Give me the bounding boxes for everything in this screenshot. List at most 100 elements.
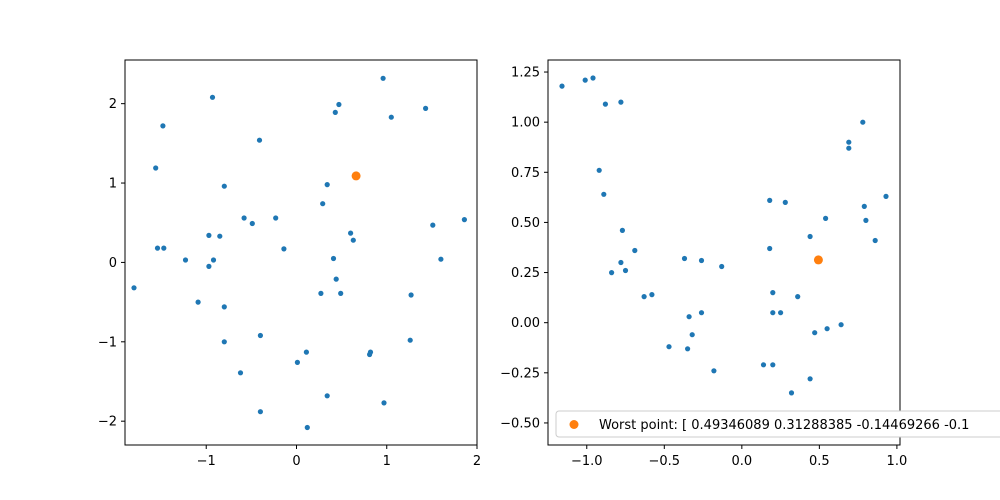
right-series-0-point-15 [698, 257, 705, 264]
right-series-0-point-25 [782, 199, 788, 205]
left-series-0-point-32 [338, 290, 344, 296]
right-series-0-point-8 [632, 247, 638, 254]
left-series-0-point-26 [206, 263, 212, 269]
right-series-0-point-29 [778, 310, 784, 316]
right-y-tick-label: 1.00 [511, 116, 540, 131]
left-series-0-point-5 [388, 114, 394, 120]
left-x-tick-label: 0 [292, 454, 300, 469]
right-series-0-point-2 [590, 75, 596, 81]
right-series-0-point-17 [686, 314, 692, 320]
left-series-0-point-2 [336, 101, 342, 108]
left-series-0-point-8 [153, 165, 159, 171]
right-series-0-point-20 [689, 332, 695, 338]
right-series-0-point-26 [767, 245, 773, 252]
right-series-0-point-21 [666, 344, 672, 350]
legend: Worst point: [ 0.49346089 0.31288385 -0.… [555, 410, 1000, 438]
right-series-0-point-13 [649, 292, 655, 298]
right-series-0-point-34 [788, 390, 795, 396]
right-y-tick-label: −0.25 [500, 366, 540, 381]
left-series-0-point-39 [303, 349, 309, 355]
right-y-tick-label: 0.75 [511, 166, 540, 181]
right-series-0-point-3 [602, 101, 609, 107]
right-series-0-point-12 [641, 294, 647, 300]
right-y-tick-label: 0.50 [511, 216, 540, 231]
left-series-0-point-3 [332, 109, 338, 115]
left-series-0-point-14 [273, 215, 279, 221]
left-series-0-point-27 [330, 255, 337, 262]
right-series-0-point-19 [685, 346, 691, 352]
left-series-0-point-41 [367, 351, 373, 358]
left-y-tick-label: 0 [109, 256, 117, 271]
left-series-0-point-18 [217, 233, 223, 239]
left-series-0-point-38 [407, 337, 413, 343]
left-series-0-point-17 [206, 232, 212, 238]
left-series-0-point-28 [438, 256, 444, 262]
right-x-axis: −1.0 −0.5 0.0 0.5 1.0 [571, 445, 907, 469]
right-series-0-point-45 [872, 237, 878, 244]
right-series-0-point-38 [824, 326, 830, 332]
right-series-0-point-40 [846, 139, 852, 145]
left-series-0-point-43 [237, 370, 244, 376]
left-series-0-point-36 [257, 332, 263, 339]
left-series-0-point-7 [256, 137, 263, 143]
right-series-0-point-7 [619, 227, 626, 233]
left-y-tick-label: −1 [98, 335, 117, 350]
left-series-0-point-42 [294, 359, 300, 365]
right-y-tick-label: −0.50 [500, 416, 540, 431]
left-x-tick-label: −1 [197, 454, 216, 469]
right-series-0-point-11 [609, 270, 615, 276]
right-series-0-point-36 [823, 215, 829, 221]
left-series-0-point-25 [210, 257, 217, 263]
left-series-0-point-6 [160, 123, 166, 129]
right-series-0-point-44 [863, 217, 869, 223]
left-series-0-point-35 [221, 304, 227, 310]
left-x-tick-label: 2 [473, 454, 481, 469]
left-series-0-point-46 [257, 409, 263, 415]
left-series-0-point-44 [324, 393, 330, 399]
left-series-0-point-0 [380, 75, 386, 81]
left-series-0-point-21 [154, 245, 161, 251]
right-x-tick-label: −1.0 [571, 454, 603, 469]
left-scatter-plot: −1 0 1 2 −2 −1 0 1 2 [98, 59, 481, 469]
left-series-0-point-1 [209, 94, 216, 100]
left-series-0-point-31 [318, 290, 324, 296]
right-series-0-point-43 [861, 203, 867, 209]
right-x-tick-label: 0.0 [731, 454, 752, 469]
right-series-0-point-10 [622, 267, 629, 274]
right-series-0-point-27 [770, 290, 776, 296]
right-series-0-point-9 [618, 259, 624, 266]
right-series-0-point-30 [795, 294, 801, 300]
right-series-0-point-42 [860, 119, 866, 125]
left-series-0-point-29 [131, 285, 137, 291]
right-series-0-point-32 [770, 362, 776, 368]
right-plot-frame [547, 59, 901, 446]
right-series-1-point-0 [813, 255, 823, 265]
right-series-0-point-28 [770, 310, 776, 316]
left-series-0-point-19 [348, 230, 354, 236]
left-series-0-point-16 [461, 217, 467, 223]
right-series-0-point-46 [883, 193, 889, 199]
left-series-0-point-10 [324, 182, 330, 188]
right-series-0-point-6 [601, 191, 607, 197]
right-series-0-point-16 [719, 263, 725, 270]
left-y-tick-label: 1 [109, 177, 117, 192]
right-y-tick-label: 0.25 [511, 266, 540, 281]
right-y-tick-label: 1.25 [511, 66, 540, 81]
right-y-tick-label: 0.00 [511, 316, 540, 331]
right-series-0-point-35 [807, 233, 813, 240]
left-series-0-point-13 [249, 220, 255, 227]
right-series-0-point-22 [711, 368, 717, 374]
right-series-0-point-4 [618, 99, 624, 105]
left-x-axis: −1 0 1 2 [197, 445, 481, 469]
left-series-0-point-34 [195, 299, 201, 305]
right-x-tick-label: 1.0 [887, 454, 908, 469]
left-series-0-point-45 [381, 400, 387, 406]
right-series-0-point-37 [812, 330, 818, 336]
left-series-1-point-0 [351, 171, 361, 181]
right-series-0-point-24 [767, 197, 773, 203]
left-series-0-point-33 [408, 292, 414, 298]
left-y-tick-label: 2 [109, 97, 117, 112]
legend-box [555, 410, 1000, 438]
right-series-0-point-5 [596, 167, 602, 173]
